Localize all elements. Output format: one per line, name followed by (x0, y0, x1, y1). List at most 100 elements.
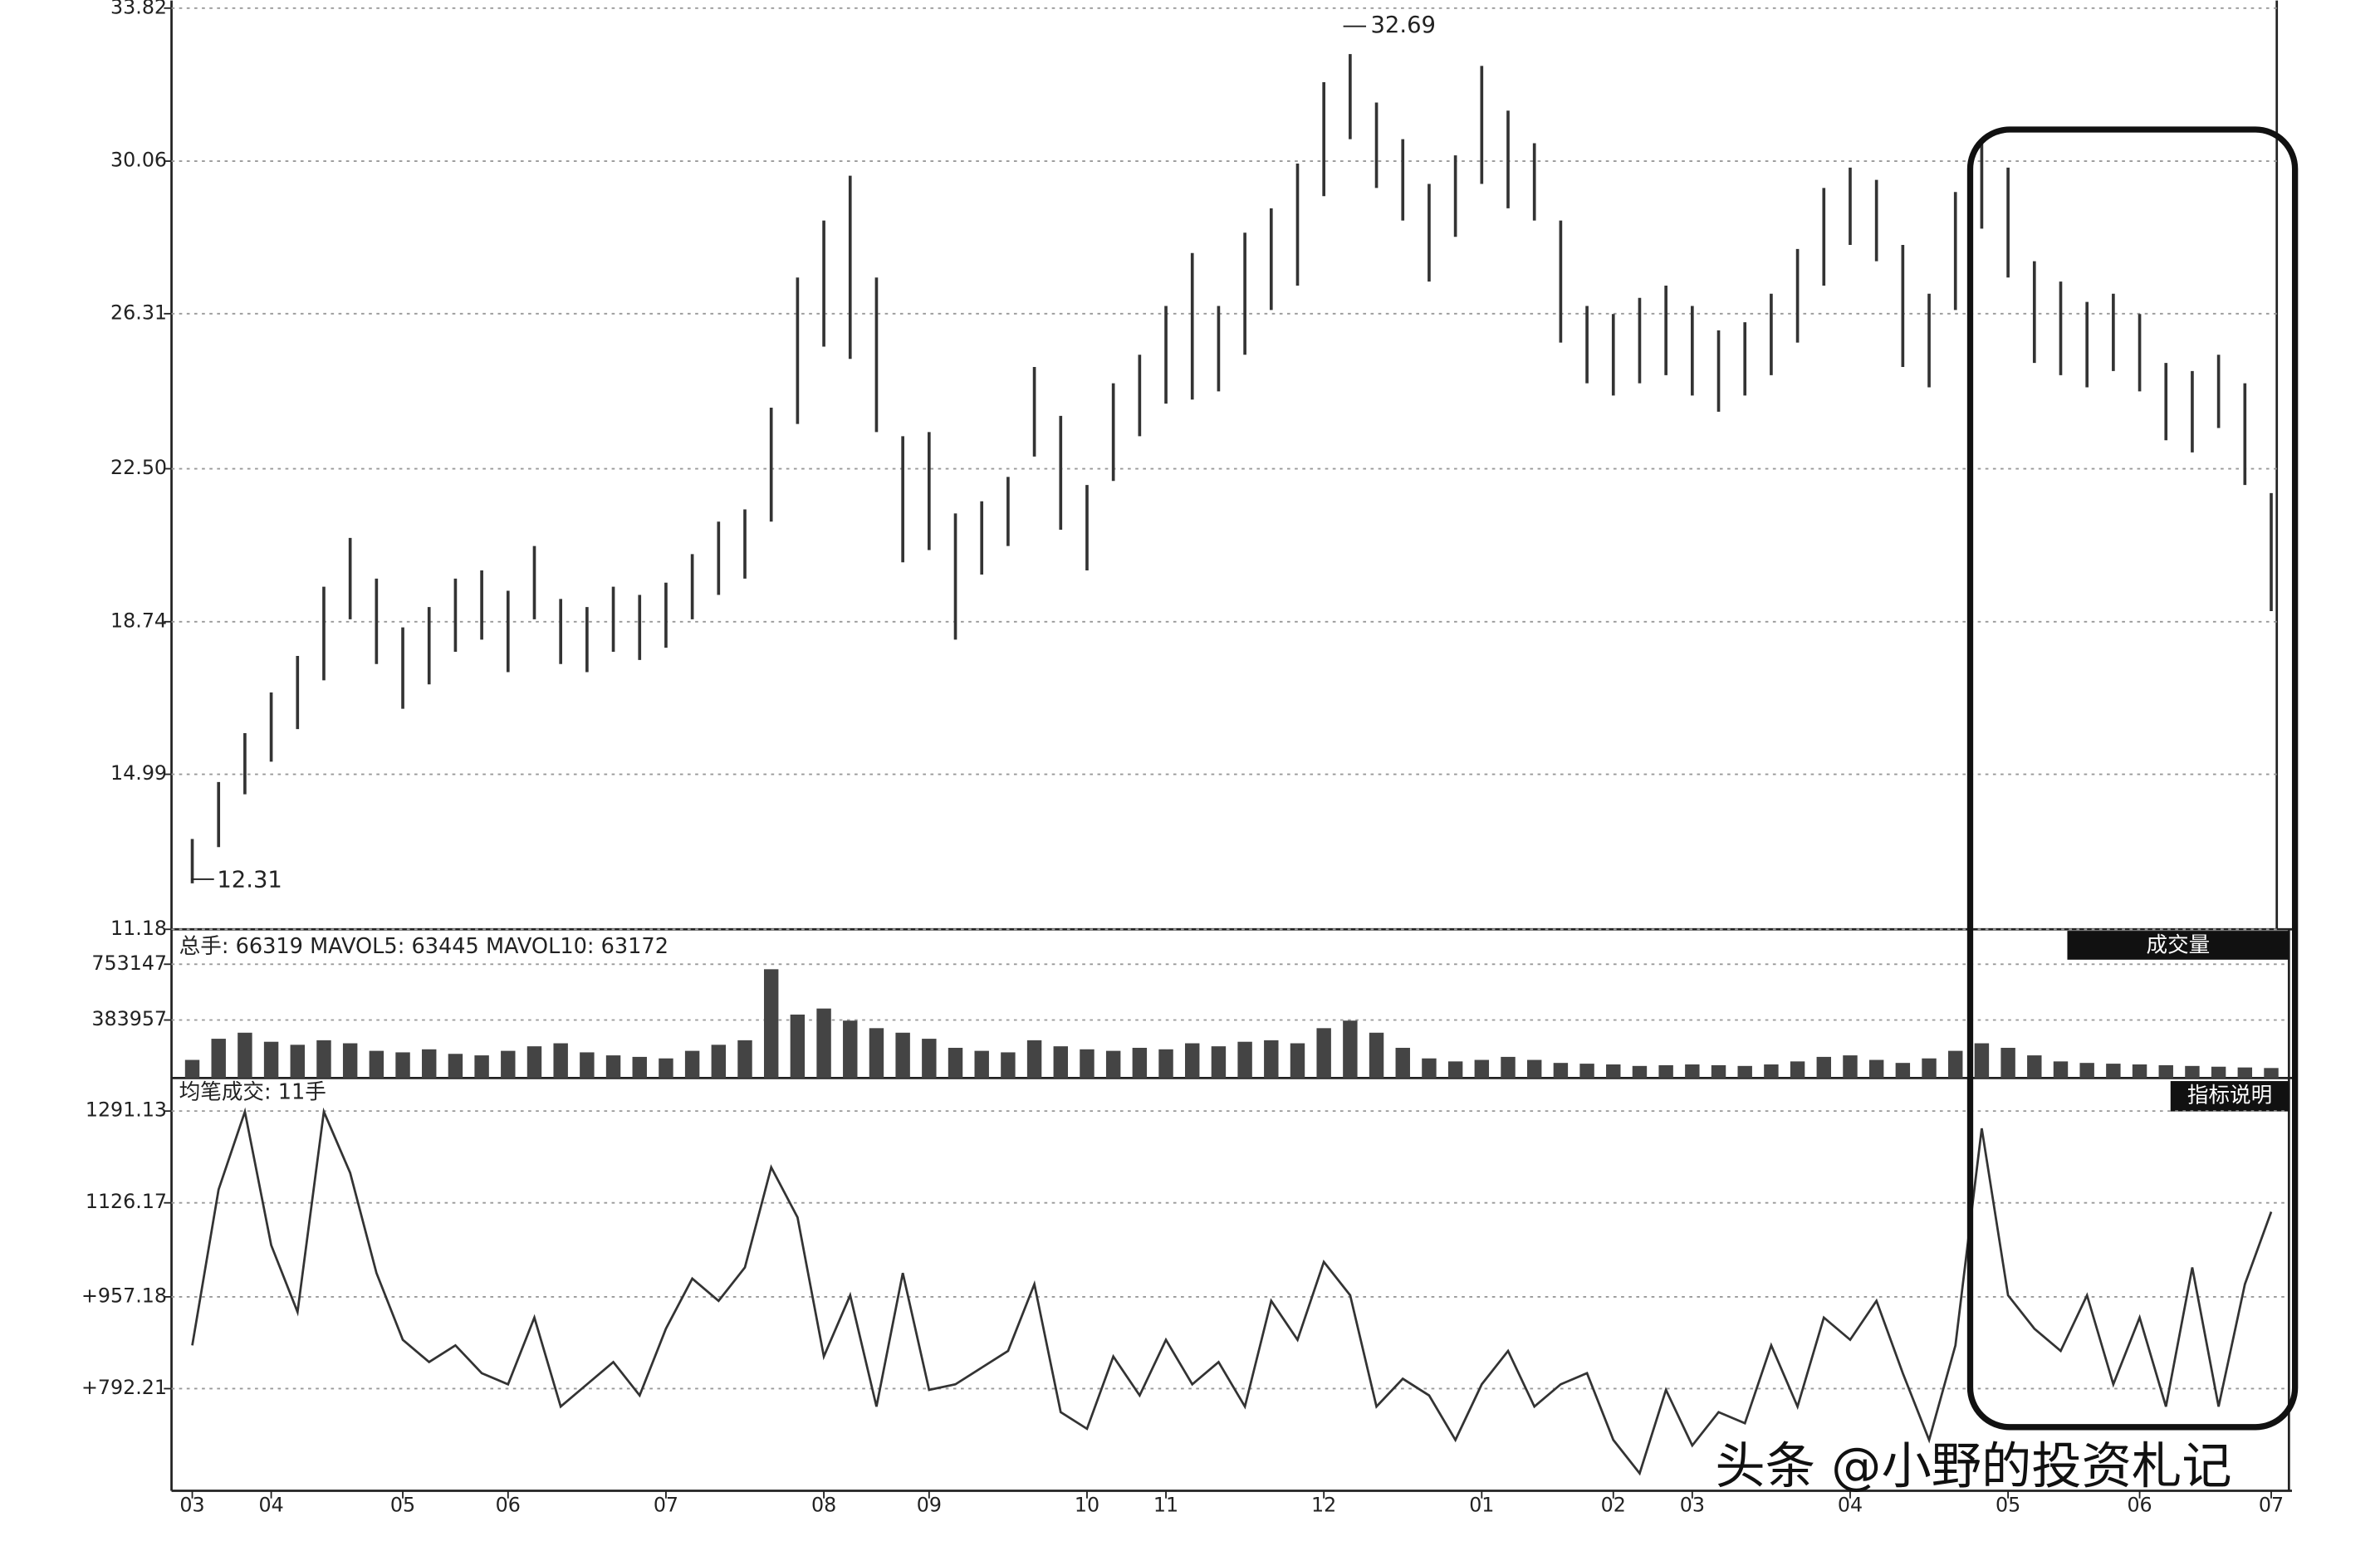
frame (170, 0, 2292, 1492)
volume-bar (1158, 1049, 1173, 1079)
volume-bar (184, 1059, 200, 1079)
volume-bar (1764, 1064, 1779, 1079)
volume-bar (474, 1055, 489, 1079)
x-tick-label: 03 (179, 1493, 204, 1516)
x-tick-label: 08 (811, 1493, 836, 1516)
volume-bar (448, 1054, 463, 1079)
volume-bar (869, 1028, 884, 1079)
volume-bar (2000, 1047, 2015, 1079)
volume-bar (1737, 1065, 1752, 1079)
badge-bg (2170, 1081, 2289, 1112)
marks: 11.18 14.99 18.74 22.50 26.31 30.06 33.82 38395… (81, 0, 2289, 1516)
volume-bar (763, 969, 779, 1079)
volume-bar (1211, 1046, 1227, 1079)
y-tick-label: 14.99 (110, 761, 167, 785)
volume-bar (2079, 1063, 2094, 1079)
volume-bar (895, 1032, 910, 1079)
y-tick-label: 26.31 (110, 301, 167, 324)
volume-bar (684, 1050, 700, 1079)
watermark: 头条 @小野的投资札记 (1715, 1438, 2231, 1496)
volume-bar (1843, 1055, 1858, 1079)
volume-bar (1948, 1050, 1963, 1079)
volume-bar (1816, 1056, 1831, 1079)
volume-bar (263, 1041, 279, 1079)
volume-bar (1790, 1061, 1805, 1079)
volume-bar (1395, 1047, 1410, 1079)
y-tick-label: 11.18 (110, 917, 167, 940)
volume-bar (1105, 1050, 1121, 1079)
volume-bar (1974, 1043, 1990, 1079)
y-tick-label: 22.50 (110, 456, 167, 479)
y-tick-label: 753147 (91, 952, 167, 975)
x-tick-label: 07 (2259, 1493, 2284, 1516)
volume-bar (1343, 1020, 1358, 1079)
volume-bar (553, 1043, 568, 1079)
volume-bar (501, 1050, 516, 1079)
volume-bar (790, 1014, 806, 1079)
volume-bar (1237, 1041, 1252, 1079)
volume-bar (1606, 1064, 1621, 1079)
x-tick-label: 03 (1680, 1493, 1705, 1516)
volume-bar (1711, 1064, 1726, 1079)
volume-bar (290, 1045, 305, 1079)
volume-bar (948, 1047, 963, 1079)
volume-bar (1868, 1059, 1884, 1079)
volume-bar (1422, 1058, 1437, 1079)
x-tick-label: 06 (496, 1493, 521, 1516)
volume-bar (1553, 1063, 1569, 1079)
annotation: 32.69 (1371, 12, 1436, 38)
volume-bar (816, 1008, 831, 1079)
avg-trade-line (191, 1107, 2273, 1476)
volume-bar (2053, 1061, 2069, 1079)
volume-bar (1053, 1046, 1068, 1079)
volume-bar (2264, 1068, 2279, 1079)
volume-bar (395, 1052, 410, 1079)
panel-title: 总手: 66319 MAVOL5: 63445 MAVOL10: 63172 (179, 934, 668, 959)
volume-bar (711, 1045, 727, 1079)
x-tick-label: 06 (2127, 1493, 2152, 1516)
volume-bar (2132, 1064, 2147, 1079)
volume-bar (1001, 1052, 1016, 1079)
volume-bar (2237, 1067, 2253, 1079)
volume-bar (2158, 1064, 2173, 1079)
x-tick-label: 04 (1838, 1493, 1863, 1516)
badge[interactable]: 指标说明 (2187, 1083, 2272, 1108)
volume-bar (922, 1039, 937, 1079)
panel-title: 均笔成交: 11手 (179, 1080, 326, 1105)
badge-bg (2067, 931, 2289, 960)
volume-bar (2027, 1055, 2042, 1079)
x-tick-label: 02 (1601, 1493, 1626, 1516)
badge[interactable]: 成交量 (2147, 932, 2211, 957)
volume-bar (2106, 1064, 2121, 1079)
x-tick-label: 09 (917, 1493, 942, 1516)
volume-bar (1501, 1056, 1516, 1079)
y-tick-label: 1291.13 (86, 1098, 167, 1122)
volume-bar (1526, 1059, 1542, 1079)
volume-bar (843, 1020, 858, 1079)
y-tick-label: 30.06 (110, 149, 167, 172)
volume-bar (1316, 1028, 1331, 1079)
y-tick-label: 1126.17 (86, 1190, 167, 1213)
volume-bar (422, 1049, 437, 1079)
volume-bar (1026, 1040, 1042, 1079)
volume-bar (580, 1052, 595, 1079)
volume-bar (526, 1046, 542, 1079)
volume-bar (1185, 1043, 1200, 1079)
volume-bar (1264, 1040, 1279, 1079)
volume-bar (1132, 1047, 1148, 1079)
volume-bar (1632, 1065, 1648, 1079)
volume-bar (659, 1058, 673, 1079)
x-tick-label: 10 (1075, 1493, 1099, 1516)
volume-bar (974, 1050, 989, 1079)
volume-bar (211, 1039, 226, 1079)
y-tick-label: +792.21 (81, 1376, 167, 1399)
volume-bar (1579, 1064, 1594, 1079)
y-tick-label: 33.82 (110, 0, 167, 18)
volume-bar (1895, 1063, 1911, 1079)
volume-bar (1369, 1032, 1384, 1079)
volume-bar (1658, 1064, 1673, 1079)
volume-bar (238, 1032, 252, 1079)
